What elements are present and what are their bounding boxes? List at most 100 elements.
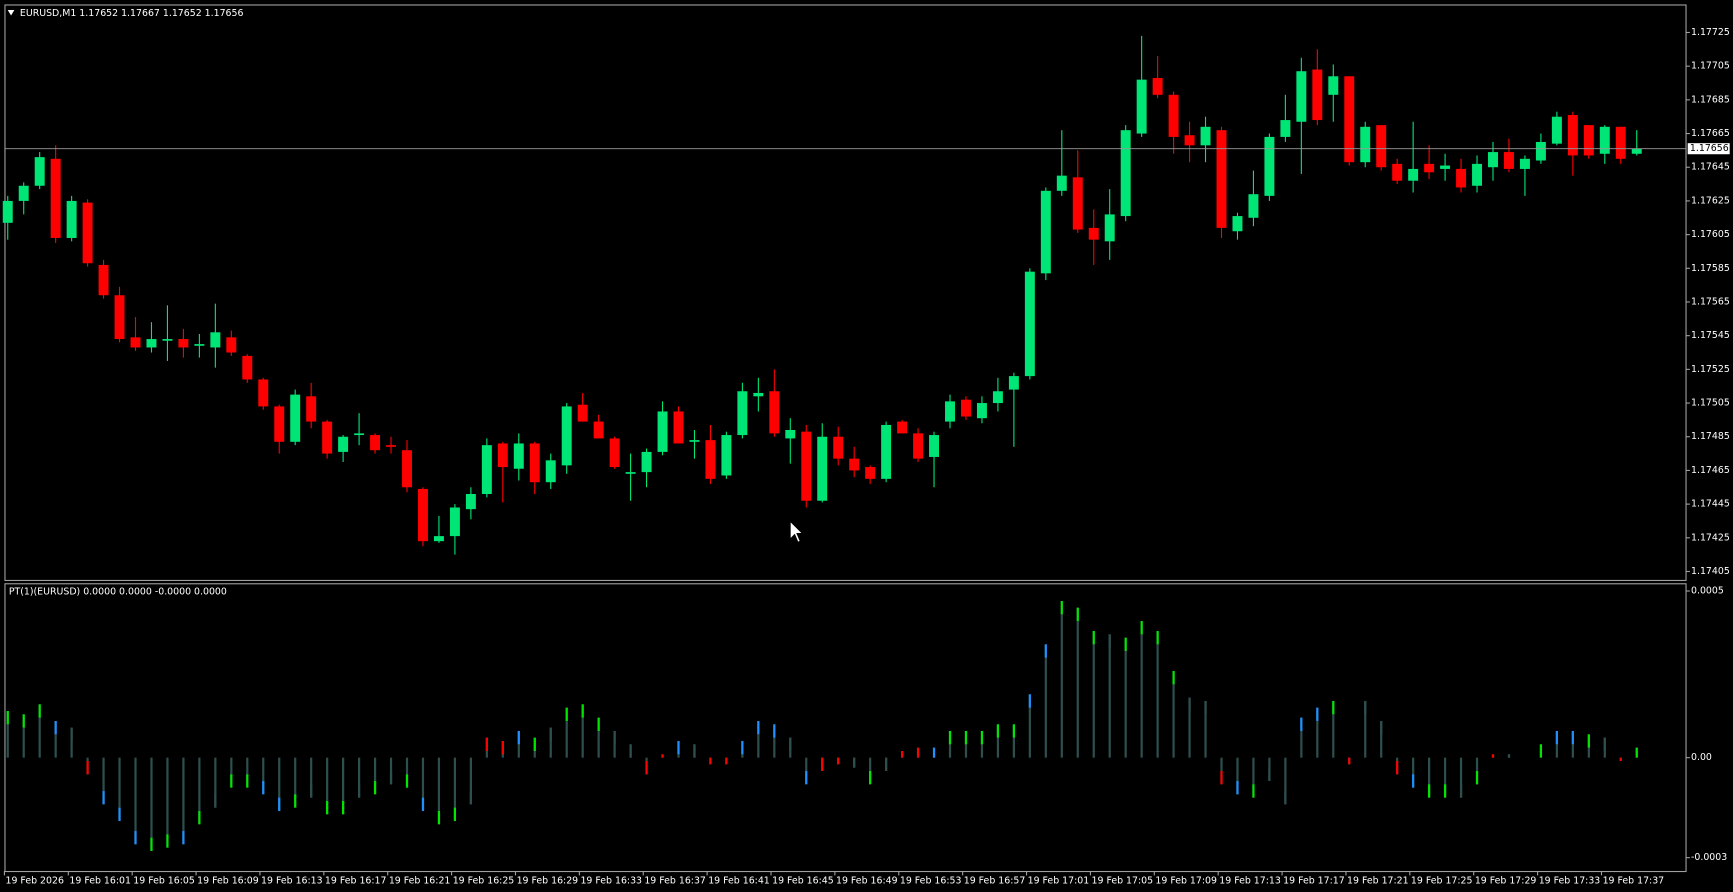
candle-body	[130, 337, 141, 348]
candle-body	[1503, 152, 1514, 169]
candle-body	[689, 440, 700, 442]
candle-body	[1168, 94, 1179, 137]
candle-body	[1424, 163, 1435, 173]
candle-body	[1488, 152, 1498, 168]
candle-body	[82, 202, 93, 264]
main-title: EURUSD,M1 1.17652 1.17667 1.17652 1.1765…	[20, 8, 244, 19]
candle-body	[242, 355, 253, 380]
candle-body	[417, 488, 428, 542]
y-tick-label: 1.17725	[1691, 27, 1730, 38]
x-tick-label: 19 Feb 16:33	[580, 875, 642, 886]
candle-body	[849, 458, 860, 471]
candle-body	[449, 507, 460, 537]
candle-body	[1152, 77, 1163, 95]
candle-body	[34, 157, 45, 186]
last-price-label: 1.17656	[1690, 143, 1729, 154]
x-tick-label: 19 Feb 16:49	[836, 875, 898, 886]
candle-body	[1408, 168, 1419, 181]
candle-body	[513, 443, 524, 469]
candle-body	[146, 339, 157, 348]
candle-body	[433, 536, 444, 542]
candle-body	[897, 421, 908, 434]
y-tick-label: 1.17405	[1691, 566, 1730, 577]
candle-body	[992, 391, 1003, 404]
candle-body	[945, 401, 955, 422]
candle-body	[753, 392, 764, 397]
y-tick-label: 0.0005	[1691, 585, 1724, 596]
candle-body	[561, 406, 572, 466]
x-tick-label: 19 Feb 16:41	[708, 875, 770, 886]
y-tick-label: 1.17485	[1691, 431, 1730, 442]
x-tick-label: 19 Feb 17:13	[1219, 875, 1281, 886]
candle-body	[817, 436, 828, 501]
candle-body	[2, 200, 13, 223]
y-tick-label: 1.17425	[1691, 532, 1730, 543]
candle-body	[1280, 120, 1291, 137]
candle-body	[322, 421, 333, 454]
candle-body	[386, 445, 397, 447]
x-tick-label: 19 Feb 16:37	[644, 875, 706, 886]
candle-body	[194, 344, 205, 346]
x-tick-label: 19 Feb 17:33	[1539, 875, 1601, 886]
candle-body	[402, 450, 412, 488]
candle-body	[1200, 126, 1211, 146]
candle-body	[18, 185, 29, 201]
candle-body	[577, 404, 588, 422]
candle-body	[1184, 135, 1195, 146]
candle-body	[801, 431, 812, 501]
candle-body	[465, 494, 476, 510]
candle-body	[338, 436, 349, 452]
y-tick-label: 1.17565	[1691, 296, 1730, 307]
candle-body	[1216, 130, 1227, 228]
candle-body	[960, 399, 971, 417]
candle-body	[976, 403, 987, 419]
candle-body	[1535, 141, 1546, 161]
candle-body	[865, 467, 876, 479]
candle-body	[1472, 163, 1483, 186]
y-tick-label: 1.17545	[1691, 330, 1730, 341]
candle-body	[1344, 76, 1355, 163]
candle-body	[1136, 79, 1147, 134]
x-tick-label: 19 Feb 16:29	[517, 875, 579, 886]
main-panel-frame	[4, 4, 1687, 582]
x-tick-label: 19 Feb 16:57	[964, 875, 1026, 886]
candle-body	[545, 460, 556, 483]
collapse-triangle[interactable]	[7, 9, 15, 16]
candle-body	[481, 445, 492, 495]
candle-body	[1392, 163, 1403, 181]
candle-body	[1328, 76, 1339, 95]
candle-body	[66, 200, 77, 238]
candle-body	[609, 438, 620, 468]
candle-body	[1088, 227, 1099, 240]
candle-body	[1583, 125, 1594, 156]
x-tick-label: 19 Feb 16:53	[900, 875, 962, 886]
y-tick-label: 1.17625	[1691, 195, 1730, 206]
x-tick-label: 19 Feb 16:25	[453, 875, 515, 886]
candle-body	[98, 264, 109, 296]
candle-body	[1024, 271, 1035, 377]
candle-body	[785, 429, 796, 439]
candle-body	[370, 435, 381, 451]
candle-body	[1456, 168, 1467, 188]
candle-body	[1631, 148, 1642, 154]
candle-body	[1008, 376, 1019, 390]
candle-body	[1312, 69, 1323, 121]
y-tick-label: 1.17585	[1691, 263, 1730, 274]
candle-body	[1615, 126, 1626, 159]
candle-body	[1599, 126, 1610, 154]
x-tick-label: 19 Feb 17:25	[1411, 875, 1473, 886]
x-tick-label: 19 Feb 16:13	[261, 875, 323, 886]
candle-body	[721, 435, 732, 476]
candle-body	[769, 391, 780, 434]
x-tick-label: 19 Feb 17:01	[1028, 875, 1090, 886]
x-tick-label: 19 Feb 16:45	[772, 875, 834, 886]
x-tick-label: 19 Feb 16:21	[389, 875, 451, 886]
x-tick-label: 19 Feb 16:17	[325, 875, 387, 886]
candle-body	[593, 421, 604, 439]
candle-body	[1248, 194, 1259, 218]
indicator-title: PT(1)(EURUSD) 0.0000 0.0000 -0.0000 0.00…	[9, 587, 227, 598]
candle-body	[210, 332, 221, 348]
candle-body	[641, 451, 652, 473]
